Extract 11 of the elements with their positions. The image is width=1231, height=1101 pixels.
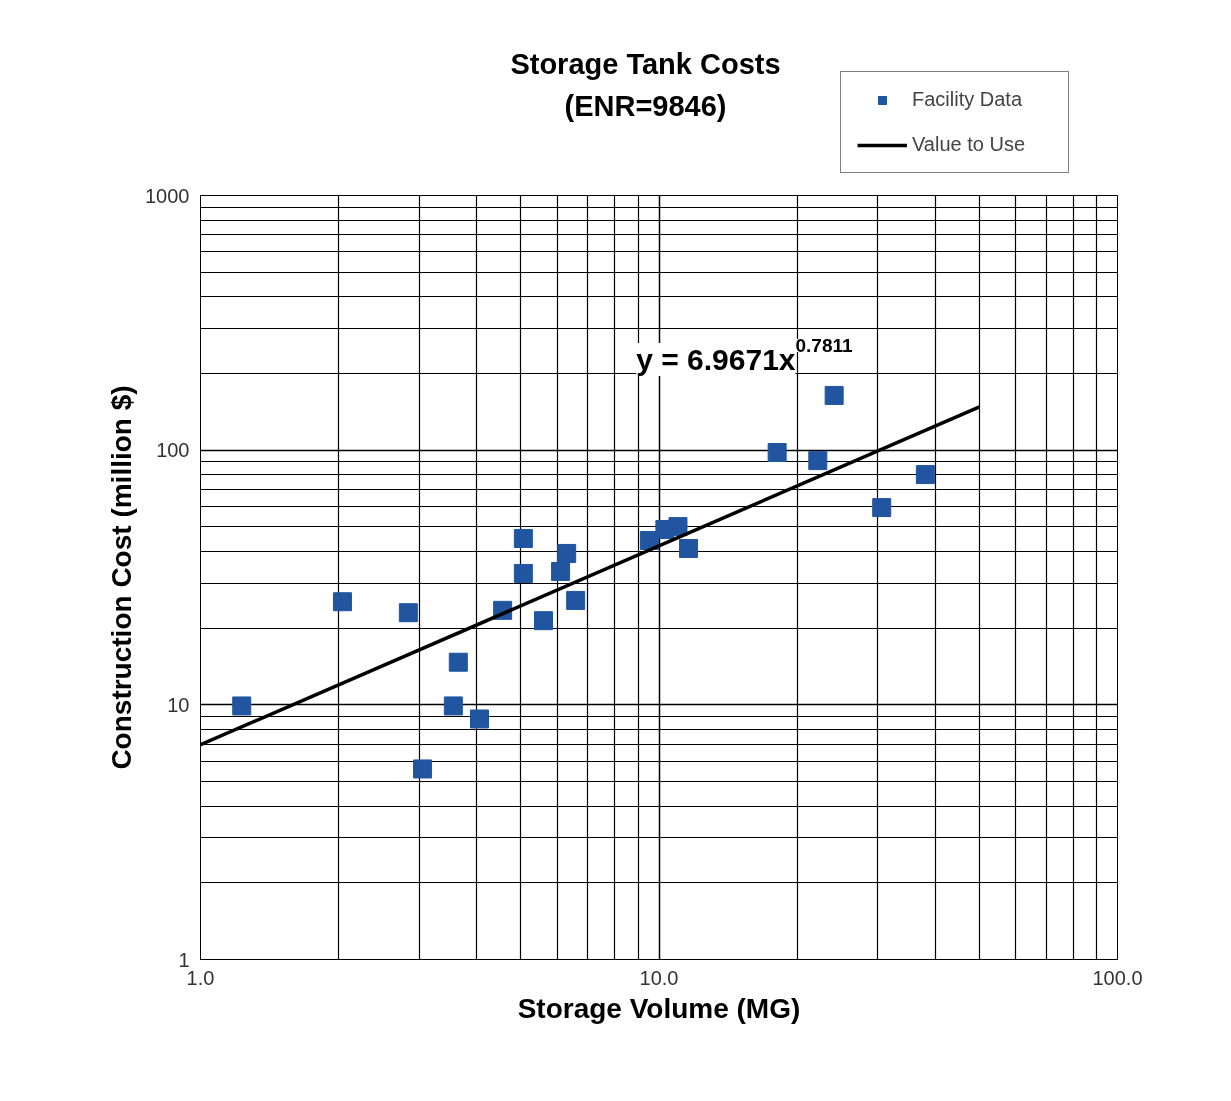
x-tick-label: 100.0 <box>1092 966 1143 989</box>
chart-title: Storage Tank Costs <box>510 47 781 80</box>
legend-label: Facility Data <box>912 88 1024 111</box>
y-axis-title: Construction Cost (million $) <box>106 385 138 770</box>
x-tick-label: 10.0 <box>639 966 679 989</box>
y-tick-label: 1000 <box>145 184 190 207</box>
chart-subtitle: (ENR=9846) <box>564 89 727 122</box>
y-tick-label: 10 <box>167 693 190 716</box>
y-tick-label: 100 <box>156 439 190 462</box>
legend-label: Value to Use <box>912 133 1027 156</box>
x-axis-title: Storage Volume (MG) <box>517 992 801 1024</box>
